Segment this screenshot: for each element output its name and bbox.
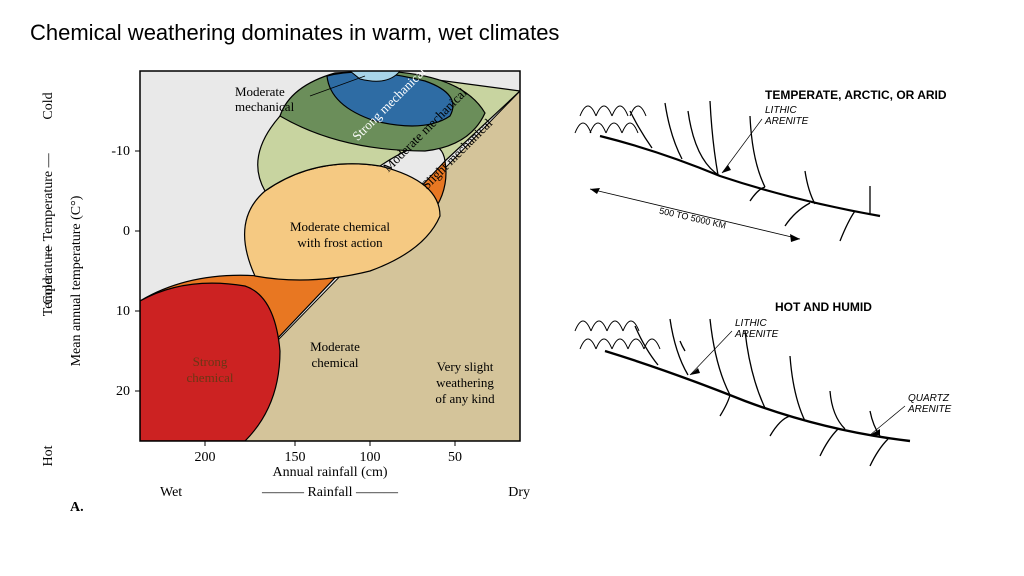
river-top: 500 TO 5000 KM TEMPERATE, ARCTIC, OR ARI… (575, 88, 947, 242)
y-ticks: -10 0 10 20 (111, 144, 140, 399)
weathering-chart: Cold — Temperature — Cold Hot Temperatur… (30, 61, 530, 511)
mountains-top (575, 106, 646, 133)
river-top-anno2: ARENITE (764, 116, 809, 127)
river-bot-anno-top1: LITHIC (735, 318, 767, 329)
river-bot-anno-r2: ARENITE (907, 404, 952, 415)
y-outer-mid: — Temperature — (41, 152, 56, 259)
tributaries-top (630, 101, 870, 241)
anno-pointer-bot1 (690, 331, 732, 375)
x-outer-label: ——— Rainfall ——— (261, 485, 399, 500)
river-main-top (600, 136, 880, 216)
svg-text:100: 100 (360, 450, 381, 465)
mountains-bottom (575, 321, 660, 349)
figure-label: A. (70, 500, 84, 515)
x-inner-label: Annual rainfall (cm) (272, 465, 387, 480)
river-bot-anno-r1: QUARTZ (908, 393, 950, 404)
anno-pointer-bot2 (870, 406, 905, 435)
svg-text:50: 50 (448, 450, 462, 465)
river-top-anno1: LITHIC (765, 105, 797, 116)
svg-text:0: 0 (123, 224, 130, 239)
river-bot-title: HOT AND HUMID (775, 300, 872, 314)
river-bot-anno-top2: ARENITE (734, 329, 779, 340)
label-vslight2: weathering (436, 375, 494, 390)
label-strong-chem2: chemical (187, 370, 234, 385)
svg-text:200: 200 (195, 450, 216, 465)
svg-text:20: 20 (116, 384, 130, 399)
svg-text:150: 150 (285, 450, 306, 465)
label-mod-mech-callout: Moderate (235, 84, 285, 99)
y-outer-hot: Hot (41, 445, 56, 466)
label-mod-mech-callout2: mechanical (235, 99, 295, 114)
arrow-left (590, 188, 600, 194)
y-outer-label: Temperature (41, 246, 56, 317)
arrow-right (790, 234, 800, 242)
x-ticks: 200 150 100 50 (195, 441, 463, 465)
label-mod-chem2: chemical (312, 355, 359, 370)
river-main-bottom (605, 351, 910, 441)
label-vslight1: Very slight (437, 359, 494, 374)
svg-text:10: 10 (116, 304, 130, 319)
x-wet: Wet (160, 485, 182, 500)
y-inner-label: Mean annual temperature (C°) (69, 195, 84, 366)
label-frost1: Moderate chemical (290, 219, 390, 234)
label-mod-chem1: Moderate (310, 339, 360, 354)
anno-pointer-top (722, 119, 762, 173)
label-vslight3: of any kind (435, 391, 495, 406)
river-diagrams: 500 TO 5000 KM TEMPERATE, ARCTIC, OR ARI… (570, 61, 970, 511)
river-top-title: TEMPERATE, ARCTIC, OR ARID (765, 88, 947, 102)
y-outer-cold: Cold (41, 92, 56, 119)
x-dry: Dry (508, 485, 530, 500)
content-row: Cold — Temperature — Cold Hot Temperatur… (30, 61, 994, 511)
label-strong-chem1: Strong (193, 354, 228, 369)
river-bottom: HOT AND HUMID LITHIC ARENITE QUARTZ AREN… (575, 300, 952, 466)
distance-label: 500 TO 5000 KM (658, 206, 727, 231)
label-frost2: with frost action (297, 235, 383, 250)
tributaries-bottom (635, 319, 888, 466)
svg-text:-10: -10 (111, 144, 130, 159)
page-title: Chemical weathering dominates in warm, w… (30, 20, 994, 46)
